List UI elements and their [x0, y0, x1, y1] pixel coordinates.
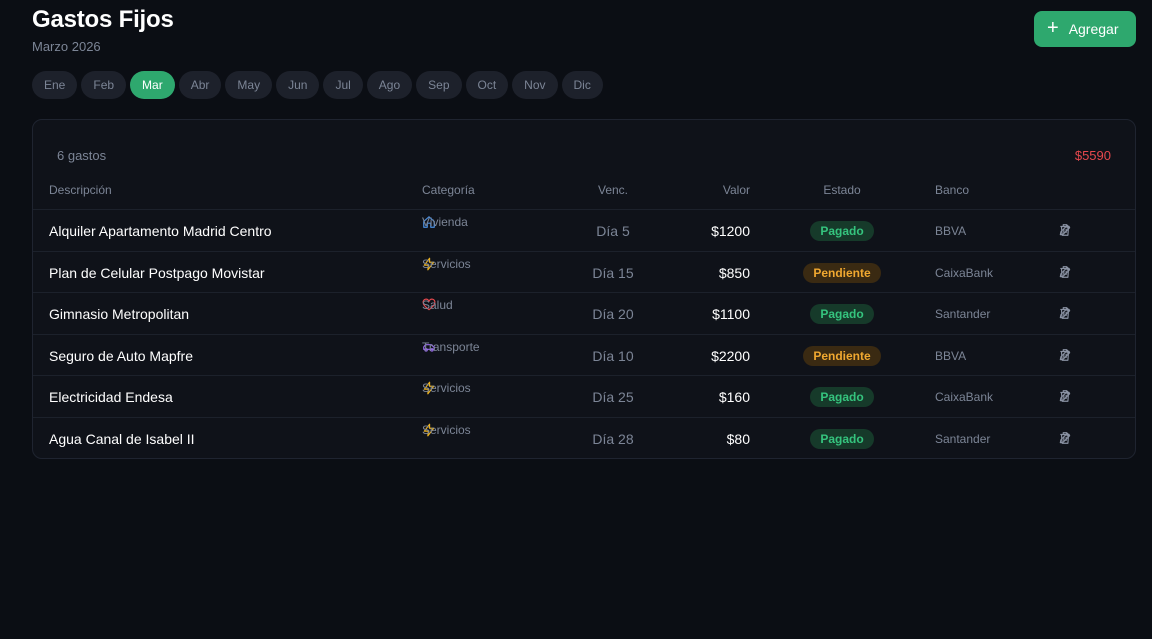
row-venc: Día 25 [592, 389, 634, 405]
status-badge[interactable]: Pagado [810, 221, 874, 241]
row-categoria-label: Servicios [422, 381, 471, 395]
month-tab-dic[interactable]: Dic [561, 71, 603, 99]
month-selector: Ene Feb Mar Abr May Jun Jul Ago Sep Oct Nov Dic [32, 71, 603, 99]
month-tab-jun[interactable]: Jun [276, 71, 320, 99]
status-badge[interactable]: Pagado [810, 304, 874, 324]
add-expense-button[interactable]: + Agregar [1034, 11, 1136, 47]
row-descripcion: Agua Canal de Isabel II [49, 430, 195, 447]
row-descripcion: Seguro de Auto Mapfre [49, 347, 193, 364]
status-badge[interactable]: Pendiente [803, 262, 881, 283]
month-tab-ago[interactable]: Ago [366, 71, 413, 99]
table-row: Alquiler Apartamento Madrid Centro Vivie… [33, 209, 1135, 251]
status-badge[interactable]: Pagado [810, 428, 874, 449]
header-venc: Venc. [597, 183, 629, 197]
table-body: Alquiler Apartamento Madrid Centro Vivie… [33, 209, 1135, 458]
table-row: Agua Canal de Isabel II Servicios Día 28… [33, 416, 1135, 459]
expenses-card: 6 gastos $5590 Descripción Categoría Ven… [32, 119, 1136, 459]
row-venc: Día 5 [596, 223, 630, 239]
trash-icon[interactable] [1058, 348, 1072, 362]
bolt-icon [422, 381, 436, 395]
table-header: Descripción Categoría Venc. Valor Estado… [33, 183, 1135, 209]
row-descripcion: Alquiler Apartamento Madrid Centro [49, 223, 272, 239]
page-title: Gastos Fijos [32, 6, 174, 33]
status-badge[interactable]: Pagado [810, 387, 874, 407]
expense-count: 6 gastos [57, 148, 107, 163]
page-subtitle: Marzo 2026 [32, 39, 101, 54]
row-venc: Día 15 [592, 264, 634, 281]
row-categoria-label: Salud [422, 298, 453, 312]
trash-icon[interactable] [1058, 431, 1072, 445]
row-venc: Día 10 [592, 347, 634, 364]
row-categoria-label: Servicios [422, 256, 471, 271]
row-banco: Santander [935, 431, 991, 446]
month-tab-mar[interactable]: Mar [130, 71, 175, 99]
expense-total: $5590 [1074, 148, 1111, 163]
month-tab-oct[interactable]: Oct [465, 71, 509, 99]
row-valor: $160 [718, 389, 750, 405]
row-venc: Día 20 [592, 306, 634, 322]
row-categoria-label: Servicios [422, 422, 471, 437]
row-descripcion: Gimnasio Metropolitan [49, 306, 190, 322]
trash-icon[interactable] [1058, 306, 1072, 320]
row-banco: CaixaBank [935, 265, 994, 280]
header-banco: Banco [935, 183, 970, 197]
table-row: Electricidad Endesa Servicios Día 25 $16… [33, 375, 1135, 417]
table-row: Gimnasio Metropolitan Salud Día 20 $1100… [33, 292, 1135, 334]
home-icon [422, 215, 436, 229]
row-banco: BBVA [935, 224, 967, 238]
month-tab-ene[interactable]: Ene [32, 71, 78, 99]
status-badge[interactable]: Pendiente [803, 345, 881, 366]
header-estado: Estado [823, 183, 861, 197]
row-banco: BBVA [935, 348, 967, 363]
row-categoria-label: Transporte [422, 339, 480, 354]
row-descripcion: Electricidad Endesa [49, 389, 173, 405]
car-icon [422, 340, 436, 354]
trash-icon[interactable] [1058, 389, 1072, 403]
row-valor: $2200 [711, 347, 750, 364]
trash-icon[interactable] [1058, 223, 1072, 237]
month-tab-nov[interactable]: Nov [512, 71, 558, 99]
plus-icon: + [1047, 17, 1059, 39]
table-row: Plan de Celular Postpago Movistar Servic… [33, 250, 1135, 293]
row-valor: $80 [726, 430, 750, 447]
row-valor: $1200 [711, 223, 750, 239]
row-venc: Día 28 [592, 430, 634, 447]
bolt-icon [422, 423, 436, 437]
row-valor: $1100 [712, 306, 750, 322]
header-descripcion: Descripción [49, 183, 112, 197]
month-tab-abr[interactable]: Abr [178, 71, 222, 99]
month-tab-jul[interactable]: Jul [323, 71, 363, 99]
row-categoria-label: Vivienda [422, 215, 468, 229]
bolt-icon [422, 257, 436, 271]
row-valor: $850 [718, 264, 750, 281]
row-descripcion: Plan de Celular Postpago Movistar [49, 264, 265, 281]
row-banco: Santander [935, 307, 991, 321]
trash-icon[interactable] [1058, 265, 1072, 279]
table-row: Seguro de Auto Mapfre Transporte Día 10 … [33, 333, 1135, 376]
month-tab-may[interactable]: May [225, 71, 273, 99]
heart-icon [422, 298, 436, 312]
add-expense-label: Agregar [1068, 21, 1119, 37]
header-categoria: Categoría [422, 183, 475, 197]
row-banco: CaixaBank [935, 390, 994, 404]
month-tab-feb[interactable]: Feb [81, 71, 127, 99]
month-tab-sep[interactable]: Sep [416, 71, 462, 99]
header-valor: Valor [722, 183, 750, 197]
